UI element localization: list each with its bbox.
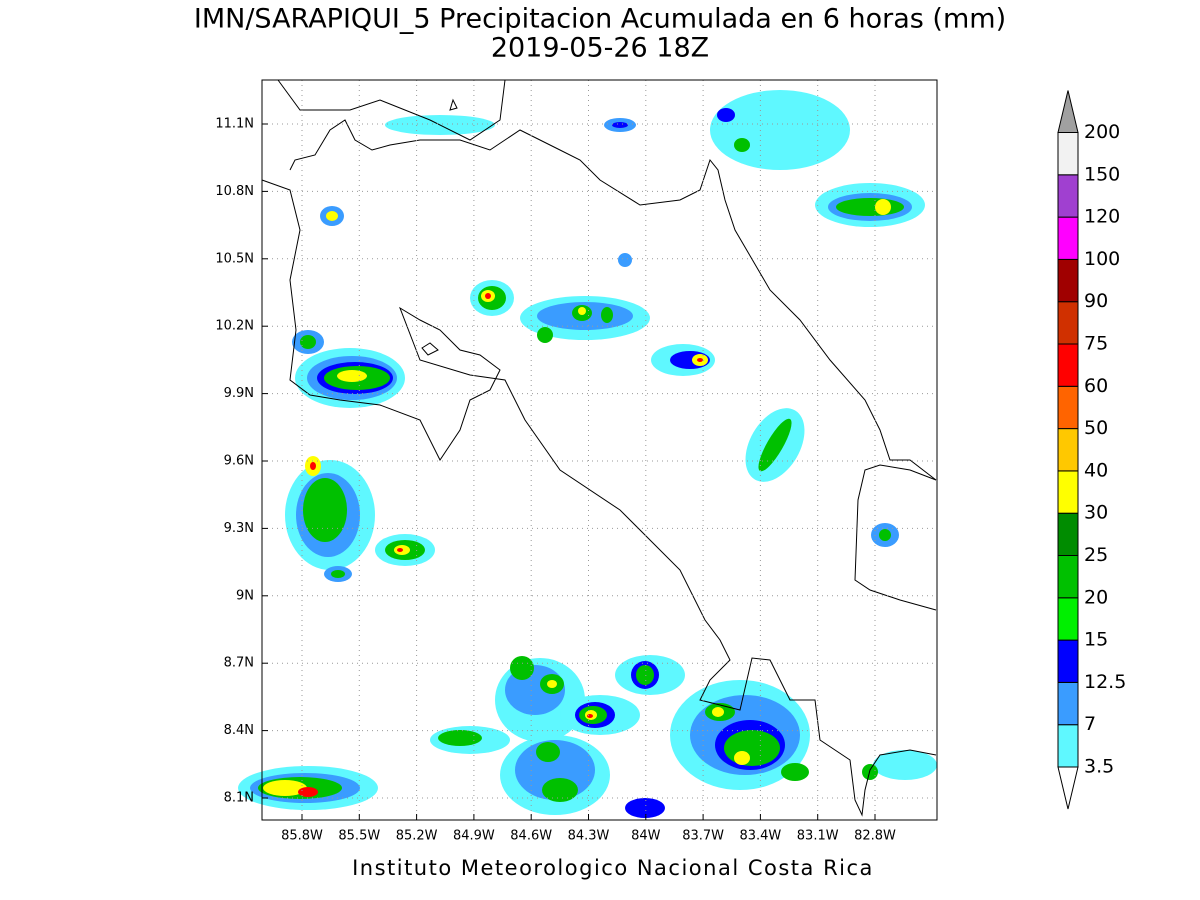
- colorbar-segment: [1057, 639, 1079, 683]
- lat-tick-label: 9.3N: [224, 521, 254, 536]
- lat-tick-label: 10.2N: [215, 319, 254, 334]
- lat-tick-label: 8.7N: [224, 656, 254, 671]
- subtitle: 2019-05-26 18Z: [491, 33, 709, 64]
- colorbar-segment: [1057, 555, 1079, 599]
- colorbar-label: 75: [1084, 333, 1108, 355]
- colorbar-segment: [1057, 385, 1079, 430]
- colorbar-label: 7: [1084, 713, 1096, 735]
- lat-tick-label: 8.4N: [224, 723, 254, 738]
- colorbar-under: [1057, 766, 1079, 810]
- lon-tick-label: 85.5W: [338, 829, 380, 844]
- colorbar-label: 12.5: [1084, 671, 1126, 693]
- colorbar-label: 30: [1084, 502, 1108, 524]
- lat-tick-label: 10.8N: [215, 184, 254, 199]
- colorbar-segment: [1057, 428, 1079, 472]
- colorbar-label: 120: [1084, 206, 1120, 228]
- colorbar-segment: [1057, 681, 1079, 726]
- colorbar-segment: [1057, 724, 1079, 768]
- lon-tick-label: 84.9W: [453, 829, 495, 844]
- colorbar-segment: [1057, 301, 1079, 345]
- grid: 11.1N 10.8N 10.5N 10.2N 9.9N 9.6N 9.3N 9N 8.7N 8.…: [215, 80, 937, 844]
- coastline: [261, 79, 937, 817]
- colorbar-label: 150: [1084, 163, 1120, 185]
- colorbar-segment: [1057, 132, 1079, 176]
- lat-tick-label: 9.6N: [224, 454, 254, 469]
- colorbar-segment: [1057, 470, 1079, 514]
- map-area: 11.1N 10.8N 10.5N 10.2N 9.9N 9.6N 9.3N 9N 8.7N 8.…: [215, 79, 938, 844]
- lat-tick-label: 9N: [236, 588, 254, 603]
- colorbar-label: 15: [1084, 629, 1108, 651]
- lat-tick-label: 11.1N: [215, 117, 254, 132]
- lon-tick-label: 85.8W: [281, 829, 323, 844]
- colorbar-segment: [1057, 174, 1079, 218]
- lat-tick-label: 10.5N: [215, 251, 254, 266]
- colorbar-label: 40: [1084, 459, 1108, 481]
- precip-field: [238, 90, 937, 818]
- colorbar-segment: [1057, 512, 1079, 557]
- colorbar-segment: [1057, 216, 1079, 260]
- colorbar-label: 50: [1084, 417, 1108, 439]
- lon-tick-label: 84.3W: [568, 829, 610, 844]
- footer: Instituto Meteorologico Nacional Costa R…: [352, 856, 874, 880]
- colorbar: 3.5 7 12.5 15 20 25 30 40 50 60 75 90 100 120 150 200: [1057, 90, 1126, 810]
- lat-tick-label: 8.1N: [224, 791, 254, 806]
- lon-tick-label: 85.2W: [396, 829, 438, 844]
- lon-tick-label: 84W: [631, 829, 661, 844]
- colorbar-label: 3.5: [1084, 756, 1114, 778]
- colorbar-label: 200: [1084, 121, 1120, 143]
- lon-tick-label: 84.6W: [510, 829, 552, 844]
- lon-tick-label: 83.4W: [739, 829, 781, 844]
- colorbar-segment: [1057, 258, 1079, 303]
- colorbar-over: [1057, 90, 1079, 133]
- colorbar-label: 60: [1084, 375, 1108, 397]
- colorbar-label: 20: [1084, 586, 1108, 608]
- title: IMN/SARAPIQUI_5 Precipitacion Acumulada …: [194, 4, 1006, 35]
- lat-tick-label: 9.9N: [224, 386, 254, 401]
- colorbar-label: 25: [1084, 544, 1108, 566]
- lon-tick-label: 82.8W: [854, 829, 896, 844]
- colorbar-segment: [1057, 343, 1079, 387]
- colorbar-label: 100: [1084, 248, 1120, 270]
- lon-tick-label: 83.1W: [797, 829, 839, 844]
- map-frame: [261, 79, 938, 821]
- colorbar-label: 90: [1084, 290, 1108, 312]
- lon-tick-label: 83.7W: [682, 829, 724, 844]
- colorbar-segment: [1057, 597, 1079, 641]
